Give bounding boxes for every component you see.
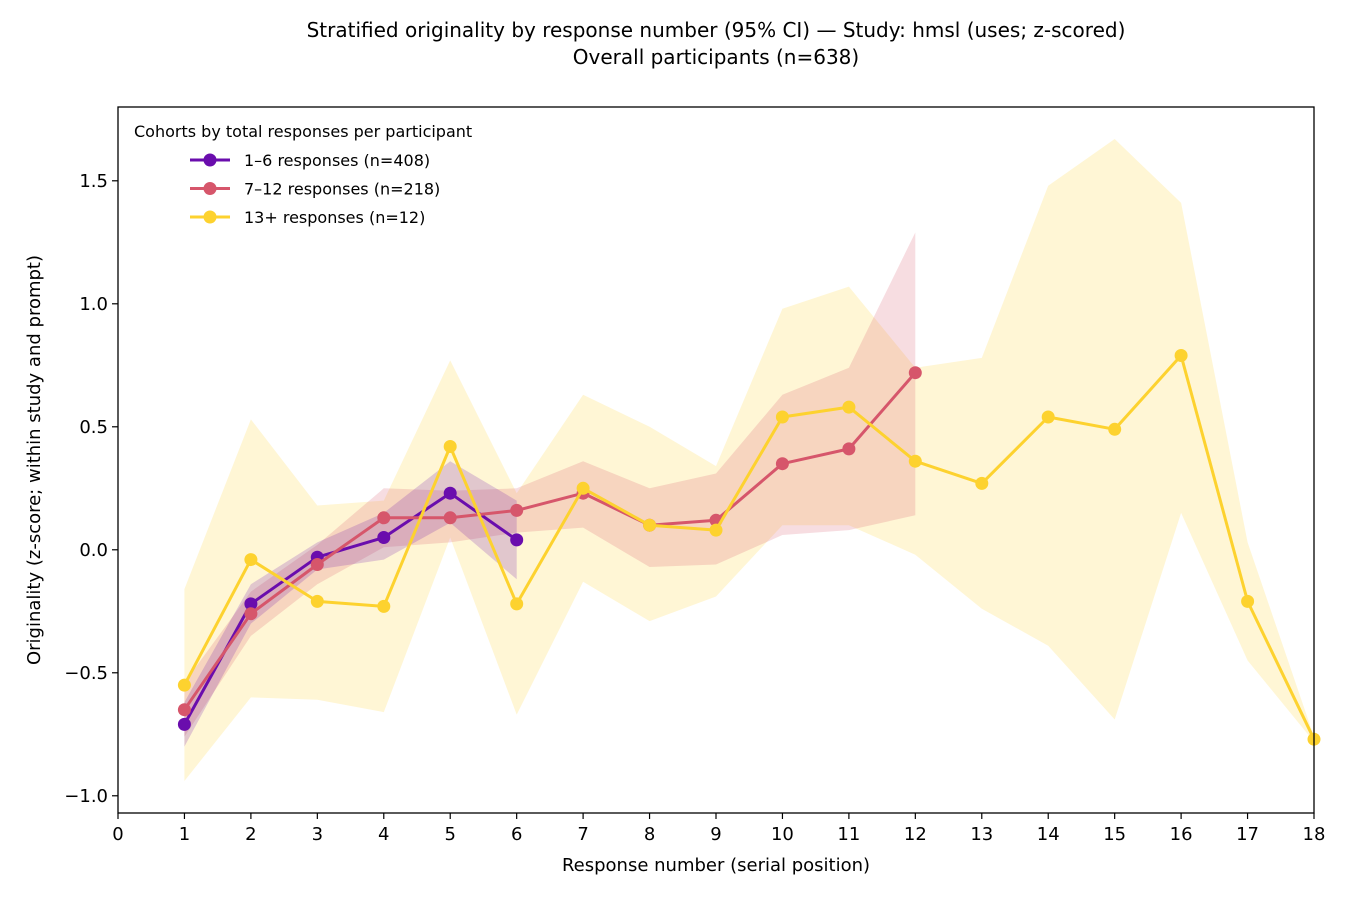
legend-label: 7–12 responses (n=218): [244, 180, 440, 199]
data-point-series-2: [443, 511, 457, 525]
x-tick-label: 8: [644, 824, 655, 845]
x-tick-label: 10: [771, 824, 794, 845]
data-point-series-2: [775, 457, 789, 471]
legend-swatch-marker: [203, 153, 217, 167]
data-point-series-3: [775, 410, 789, 424]
x-tick-label: 3: [312, 824, 323, 845]
series-line-1: [183, 491, 518, 726]
data-point-series-1: [177, 717, 191, 731]
series-line-3: [183, 354, 1316, 740]
x-tick-label: 2: [245, 824, 256, 845]
ci-band-series-3: [184, 139, 1314, 781]
x-tick-label: 6: [511, 824, 522, 845]
series-lines: [177, 349, 1321, 746]
y-tick-label: 0.5: [79, 417, 108, 438]
legend-title: Cohorts by total responses per participa…: [134, 122, 472, 141]
data-point-series-3: [908, 454, 922, 468]
x-tick-label: 17: [1236, 824, 1259, 845]
data-point-series-2: [377, 511, 391, 525]
data-point-series-3: [177, 678, 191, 692]
y-tick-label: −1.0: [64, 786, 108, 807]
x-tick-label: 13: [970, 824, 993, 845]
x-tick-label: 4: [378, 824, 389, 845]
legend: Cohorts by total responses per participa…: [134, 122, 472, 227]
legend-label: 13+ responses (n=12): [244, 208, 425, 227]
x-tick-label: 15: [1103, 824, 1126, 845]
data-point-series-2: [310, 558, 324, 571]
x-axis: 0 1 2 3 4 5 6 7 8 9 10 11 12 13 14 15 16 17 18: [112, 813, 1325, 845]
y-tick-label: 1.0: [79, 294, 108, 315]
ci-band-series-2: [184, 232, 916, 737]
x-tick-label: 11: [837, 824, 860, 845]
data-point-series-3: [1174, 349, 1188, 362]
data-point-series-3: [709, 523, 723, 537]
x-tick-label: 12: [904, 824, 927, 845]
data-point-series-3: [975, 476, 989, 490]
data-point-series-3: [1108, 422, 1122, 436]
y-tick-label: 1.5: [79, 171, 108, 192]
data-point-series-2: [244, 607, 258, 621]
y-tick-label: −0.5: [64, 663, 108, 684]
data-point-series-1: [377, 531, 391, 544]
chart-title: Stratified originality by response numbe…: [307, 18, 1126, 42]
data-point-series-3: [643, 518, 657, 532]
data-point-series-3: [310, 594, 324, 608]
x-tick-label: 16: [1170, 824, 1193, 845]
data-point-series-3: [576, 481, 590, 495]
x-tick-label: 7: [577, 824, 588, 845]
data-point-series-3: [443, 440, 457, 453]
data-point-series-1: [244, 597, 258, 611]
data-point-series-2: [908, 366, 922, 380]
data-point-series-3: [1241, 594, 1255, 608]
data-point-series-2: [842, 442, 856, 456]
data-point-series-3: [842, 400, 856, 414]
data-point-series-1: [510, 533, 524, 547]
x-tick-label: 5: [444, 824, 455, 845]
data-point-series-3: [510, 597, 524, 611]
x-tick-label: 1: [179, 824, 190, 845]
y-axis-label: Originality (z-score; within study and p…: [24, 255, 45, 665]
data-point-series-3: [244, 553, 258, 567]
chart-subtitle: Overall participants (n=638): [573, 45, 859, 69]
x-tick-label: 18: [1303, 824, 1326, 845]
series-line-2: [183, 371, 917, 711]
legend-swatch-marker: [203, 182, 217, 195]
x-axis-label: Response number (serial position): [562, 855, 870, 876]
data-point-series-3: [377, 599, 391, 613]
data-point-series-2: [510, 503, 524, 517]
data-point-series-1: [443, 486, 457, 500]
x-tick-label: 9: [710, 824, 721, 845]
x-tick-label: 14: [1037, 824, 1060, 845]
y-tick-label: 0.0: [79, 540, 108, 561]
legend-label: 1–6 responses (n=408): [244, 151, 430, 170]
legend-swatch-marker: [203, 210, 217, 224]
data-point-series-2: [177, 703, 191, 717]
y-axis: −1.0 −0.5 0.0 0.5 1.0 1.5: [64, 171, 118, 807]
data-point-series-3: [1041, 410, 1055, 424]
x-tick-label: 0: [112, 824, 123, 845]
